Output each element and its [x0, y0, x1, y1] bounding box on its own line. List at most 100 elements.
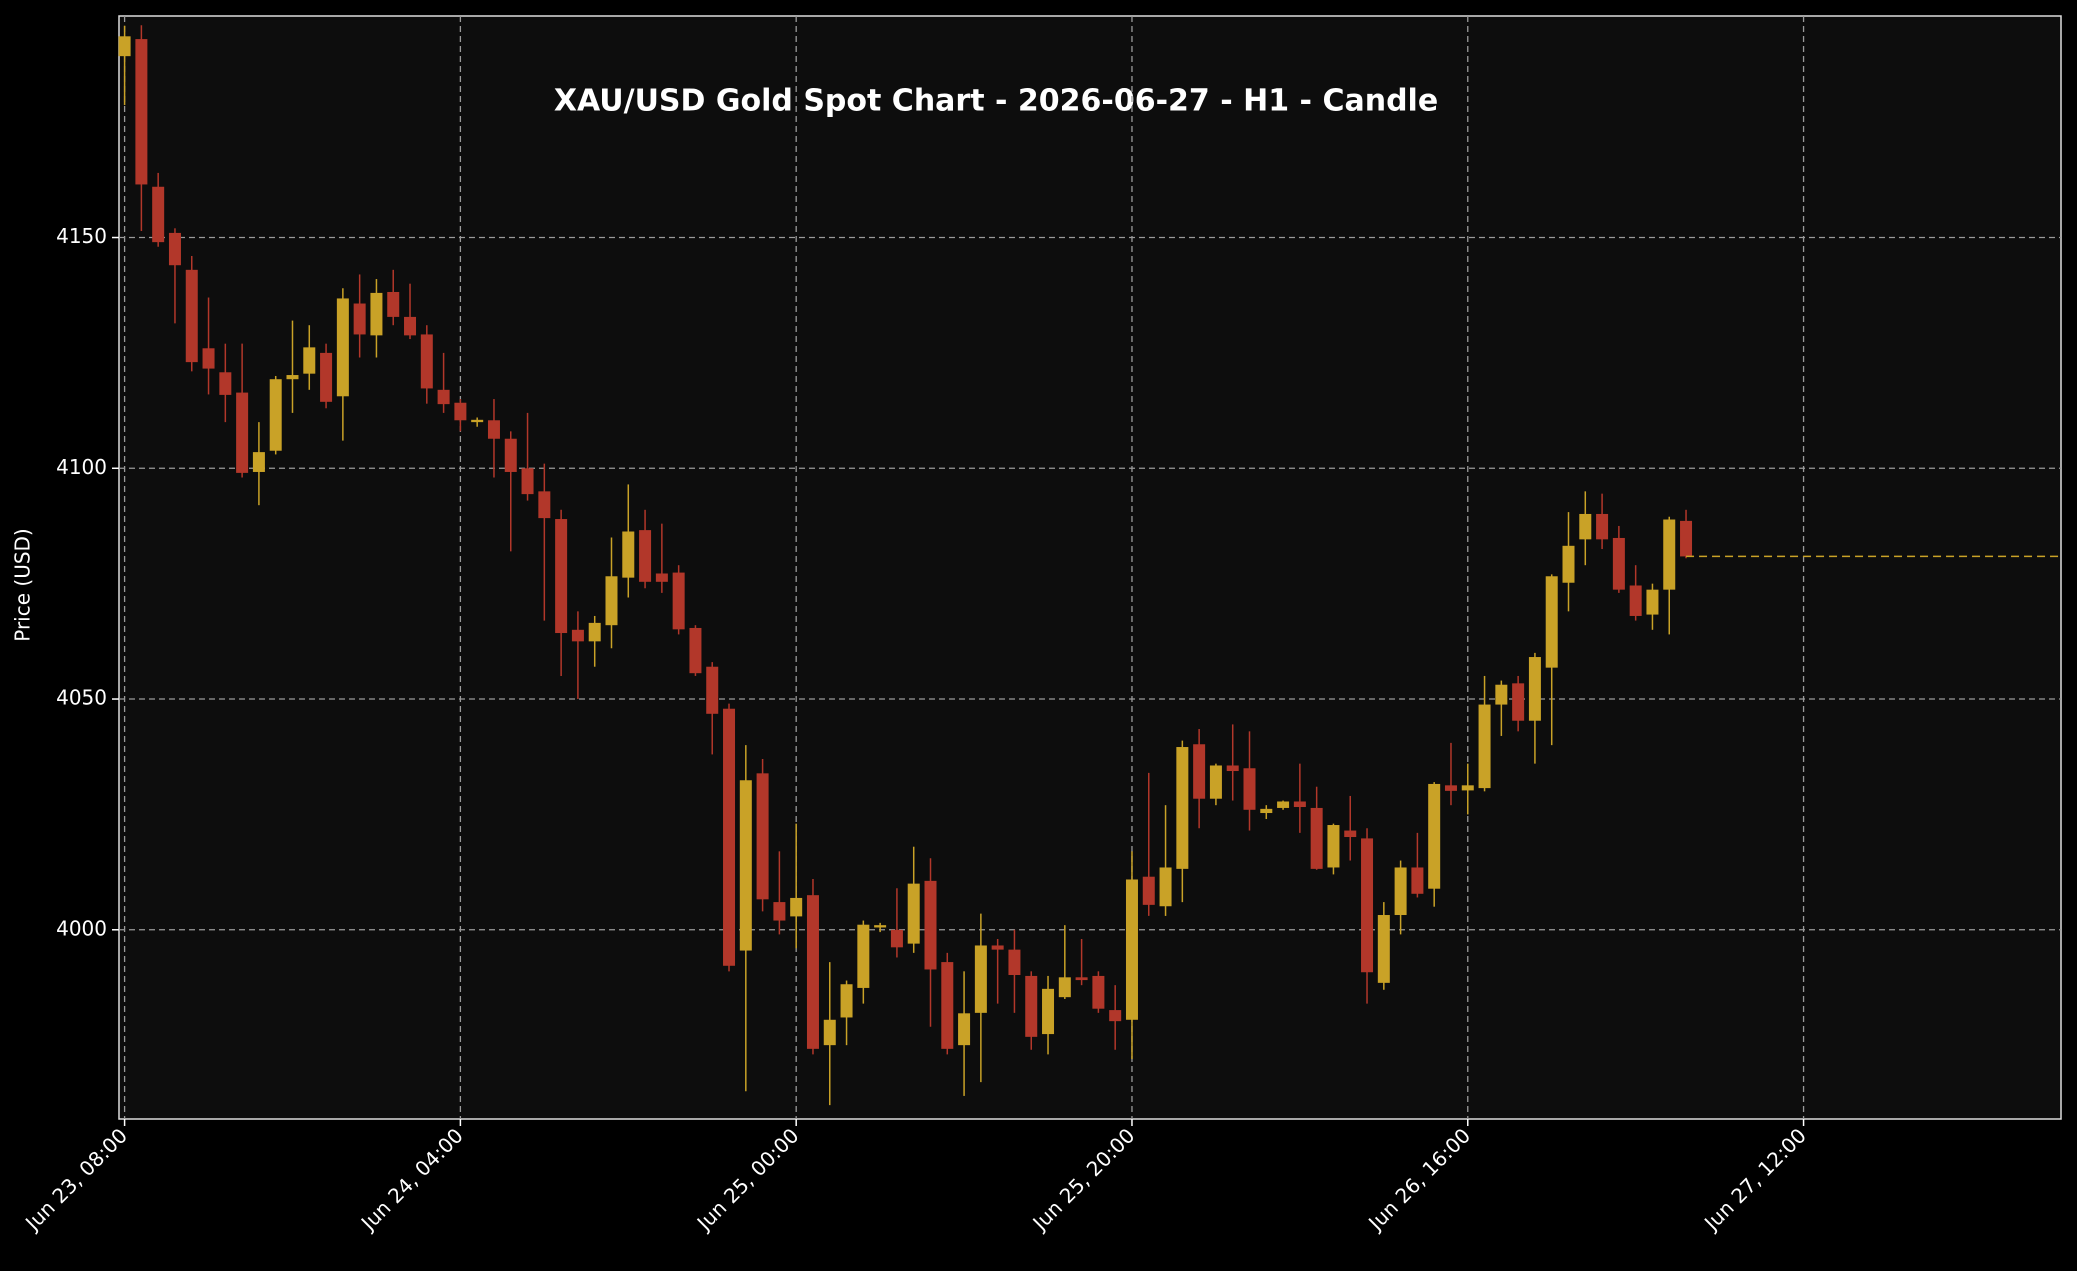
candle-body [1612, 537, 1625, 590]
candle-body [236, 392, 249, 473]
candle-body [739, 780, 752, 951]
candle-body [1025, 975, 1038, 1037]
y-tick-label: 4150 [56, 224, 107, 248]
candle-body [639, 530, 652, 582]
candle-body [588, 622, 601, 642]
candle-body [1461, 785, 1474, 791]
candle-body [487, 420, 500, 439]
candle-body [219, 372, 232, 395]
candle-body [924, 880, 937, 970]
candle-body [1176, 747, 1189, 869]
candle-body [706, 666, 719, 714]
candle-body [336, 298, 349, 397]
candle-body [269, 379, 282, 451]
candle-body [1125, 879, 1138, 1020]
candle-body [991, 945, 1004, 950]
x-tick-label: Jun 26, 16:00 [1362, 1123, 1475, 1236]
candle-body [790, 897, 803, 917]
candle-body [1092, 975, 1105, 1009]
candle-body [420, 334, 433, 389]
candle-body [1361, 838, 1374, 973]
candle-body [622, 531, 635, 578]
candle-body [521, 468, 534, 495]
candle-body [723, 708, 736, 966]
candle-body [1058, 977, 1071, 998]
candle-body [1545, 576, 1558, 668]
chart-title: XAU/USD Gold Spot Chart - 2026-06-27 - H… [554, 84, 1438, 119]
candle-body [1226, 765, 1239, 772]
candle-body [806, 895, 819, 1049]
candle-body [655, 573, 668, 582]
y-tick-label: 4100 [56, 455, 107, 479]
candle-body [1411, 867, 1424, 894]
candle-body [890, 929, 903, 948]
candle-body [1293, 801, 1306, 808]
candle-body [823, 1019, 836, 1046]
candle-body [202, 348, 215, 369]
candle-body [840, 984, 853, 1018]
candle-body [303, 347, 316, 374]
candle-body [571, 629, 584, 642]
candle-body [1646, 589, 1659, 615]
candle-body [1109, 1010, 1122, 1022]
x-tick-label: Jun 24, 04:00 [355, 1123, 468, 1236]
x-tick-label: Jun 25, 00:00 [691, 1123, 804, 1236]
candle-body [1562, 545, 1575, 583]
candle-body [1277, 801, 1290, 808]
candle-body [1075, 977, 1088, 981]
candle-body [1512, 683, 1525, 721]
candle-body [1243, 768, 1256, 810]
candle-body [437, 389, 450, 405]
candle-body [1528, 657, 1541, 721]
candle-body [874, 925, 887, 928]
candle-body [689, 627, 702, 674]
candle-body [941, 962, 954, 1049]
candle-body [555, 519, 568, 634]
candle-body [756, 773, 769, 900]
candle-body [1680, 520, 1693, 557]
candle-body [387, 291, 400, 317]
candle-body [958, 1013, 971, 1046]
candle-body [1377, 915, 1390, 983]
candle-body [773, 902, 786, 921]
x-tick-label: Jun 27, 12:00 [1698, 1123, 1811, 1236]
candle-body [152, 186, 165, 243]
candle-body [504, 438, 517, 472]
candle-body [1663, 519, 1676, 590]
candle-body [1428, 783, 1441, 889]
candle-body [538, 491, 551, 519]
candle-body [1344, 830, 1357, 838]
candle-body [1142, 876, 1155, 905]
candle-body [168, 232, 181, 266]
candle-body [1260, 808, 1273, 814]
y-tick-label: 4000 [56, 916, 107, 940]
candle-body [454, 402, 467, 421]
plot-area [118, 15, 2062, 1120]
candle-body [1579, 513, 1592, 540]
candle-body [320, 352, 333, 402]
candle-body [1629, 585, 1642, 616]
candle-body [1159, 867, 1172, 907]
candle-body [605, 576, 618, 626]
candle-body [404, 316, 417, 336]
candle-body [1444, 785, 1457, 791]
candle-body [353, 303, 366, 335]
candle-body [1209, 765, 1222, 799]
x-tick-label: Jun 25, 20:00 [1027, 1123, 1140, 1236]
y-tick-label: 4050 [56, 686, 107, 710]
candle-body [118, 36, 131, 57]
candle-body [1193, 744, 1206, 799]
y-axis-label: Price (USD) [11, 528, 35, 642]
candle-body [1327, 825, 1340, 868]
candle-body [286, 375, 299, 380]
candle-body [1042, 988, 1055, 1035]
candle-body [471, 419, 484, 423]
candle-body [252, 452, 265, 472]
candle-body [185, 269, 198, 363]
candle-body [135, 39, 148, 185]
candle-body [974, 945, 987, 1013]
candle-body [857, 924, 870, 988]
candle-body [1495, 684, 1508, 705]
candle-body [1394, 867, 1407, 916]
